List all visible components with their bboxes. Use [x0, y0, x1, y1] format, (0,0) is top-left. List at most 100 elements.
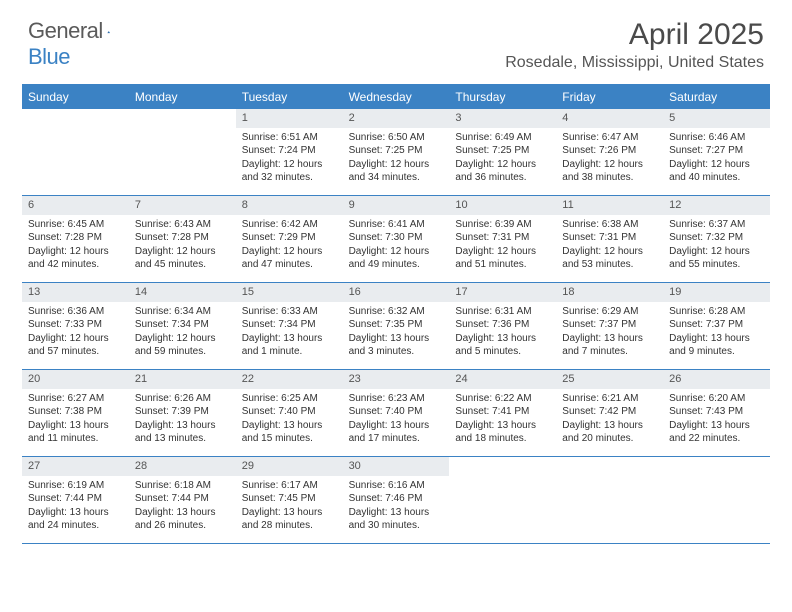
day-cell: 17Sunrise: 6:31 AMSunset: 7:36 PMDayligh… [449, 283, 556, 369]
sunrise-text: Sunrise: 6:50 AM [349, 131, 444, 145]
sunset-text: Sunset: 7:34 PM [242, 318, 337, 332]
day-cell: 27Sunrise: 6:19 AMSunset: 7:44 PMDayligh… [22, 457, 129, 543]
day-content: Sunrise: 6:27 AMSunset: 7:38 PMDaylight:… [22, 389, 129, 452]
weekday-header: Saturday [663, 86, 770, 109]
sunrise-text: Sunrise: 6:42 AM [242, 218, 337, 232]
day1-text: Daylight: 12 hours [242, 158, 337, 172]
sunset-text: Sunset: 7:29 PM [242, 231, 337, 245]
day1-text: Daylight: 13 hours [669, 332, 764, 346]
sunset-text: Sunset: 7:31 PM [455, 231, 550, 245]
day-number: 2 [343, 109, 450, 128]
day1-text: Daylight: 13 hours [349, 506, 444, 520]
day-content: Sunrise: 6:51 AMSunset: 7:24 PMDaylight:… [236, 128, 343, 191]
day-content: Sunrise: 6:42 AMSunset: 7:29 PMDaylight:… [236, 215, 343, 278]
sunrise-text: Sunrise: 6:19 AM [28, 479, 123, 493]
day-cell: 12Sunrise: 6:37 AMSunset: 7:32 PMDayligh… [663, 196, 770, 282]
day-cell: 20Sunrise: 6:27 AMSunset: 7:38 PMDayligh… [22, 370, 129, 456]
day-cell: 3Sunrise: 6:49 AMSunset: 7:25 PMDaylight… [449, 109, 556, 195]
day2-text: and 59 minutes. [135, 345, 230, 359]
sunrise-text: Sunrise: 6:41 AM [349, 218, 444, 232]
day2-text: and 17 minutes. [349, 432, 444, 446]
sunrise-text: Sunrise: 6:21 AM [562, 392, 657, 406]
day-cell: 18Sunrise: 6:29 AMSunset: 7:37 PMDayligh… [556, 283, 663, 369]
day2-text: and 24 minutes. [28, 519, 123, 533]
day-content: Sunrise: 6:32 AMSunset: 7:35 PMDaylight:… [343, 302, 450, 365]
day-cell: 13Sunrise: 6:36 AMSunset: 7:33 PMDayligh… [22, 283, 129, 369]
sunset-text: Sunset: 7:42 PM [562, 405, 657, 419]
day1-text: Daylight: 12 hours [28, 245, 123, 259]
sunrise-text: Sunrise: 6:34 AM [135, 305, 230, 319]
day-content: Sunrise: 6:29 AMSunset: 7:37 PMDaylight:… [556, 302, 663, 365]
sunrise-text: Sunrise: 6:20 AM [669, 392, 764, 406]
brand-logo-line2: Blue [28, 44, 70, 70]
sunset-text: Sunset: 7:45 PM [242, 492, 337, 506]
day-cell: 14Sunrise: 6:34 AMSunset: 7:34 PMDayligh… [129, 283, 236, 369]
sunrise-text: Sunrise: 6:32 AM [349, 305, 444, 319]
sunrise-text: Sunrise: 6:36 AM [28, 305, 123, 319]
day2-text: and 7 minutes. [562, 345, 657, 359]
day-content: Sunrise: 6:28 AMSunset: 7:37 PMDaylight:… [663, 302, 770, 365]
day1-text: Daylight: 12 hours [349, 158, 444, 172]
day-number: 14 [129, 283, 236, 302]
day-number: 17 [449, 283, 556, 302]
day-cell: 30Sunrise: 6:16 AMSunset: 7:46 PMDayligh… [343, 457, 450, 543]
day-content: Sunrise: 6:31 AMSunset: 7:36 PMDaylight:… [449, 302, 556, 365]
calendar-body: 1Sunrise: 6:51 AMSunset: 7:24 PMDaylight… [22, 109, 770, 544]
day1-text: Daylight: 12 hours [349, 245, 444, 259]
day-cell: 21Sunrise: 6:26 AMSunset: 7:39 PMDayligh… [129, 370, 236, 456]
day2-text: and 45 minutes. [135, 258, 230, 272]
day1-text: Daylight: 12 hours [135, 245, 230, 259]
day-number: 12 [663, 196, 770, 215]
sunset-text: Sunset: 7:43 PM [669, 405, 764, 419]
day-cell: 29Sunrise: 6:17 AMSunset: 7:45 PMDayligh… [236, 457, 343, 543]
day1-text: Daylight: 13 hours [349, 332, 444, 346]
day-number: 8 [236, 196, 343, 215]
day-cell [556, 457, 663, 543]
sunrise-text: Sunrise: 6:38 AM [562, 218, 657, 232]
day2-text: and 55 minutes. [669, 258, 764, 272]
day-number: 7 [129, 196, 236, 215]
day1-text: Daylight: 13 hours [135, 506, 230, 520]
sunrise-text: Sunrise: 6:31 AM [455, 305, 550, 319]
day-content: Sunrise: 6:39 AMSunset: 7:31 PMDaylight:… [449, 215, 556, 278]
day-cell: 11Sunrise: 6:38 AMSunset: 7:31 PMDayligh… [556, 196, 663, 282]
day-number: 6 [22, 196, 129, 215]
day-content: Sunrise: 6:47 AMSunset: 7:26 PMDaylight:… [556, 128, 663, 191]
day-cell: 10Sunrise: 6:39 AMSunset: 7:31 PMDayligh… [449, 196, 556, 282]
day2-text: and 3 minutes. [349, 345, 444, 359]
page-header: General April 2025 Rosedale, Mississippi… [0, 0, 792, 76]
week-row: 1Sunrise: 6:51 AMSunset: 7:24 PMDaylight… [22, 109, 770, 196]
sunset-text: Sunset: 7:36 PM [455, 318, 550, 332]
day-cell: 5Sunrise: 6:46 AMSunset: 7:27 PMDaylight… [663, 109, 770, 195]
day-number: 13 [22, 283, 129, 302]
day-cell: 9Sunrise: 6:41 AMSunset: 7:30 PMDaylight… [343, 196, 450, 282]
day-number: 30 [343, 457, 450, 476]
day-number: 10 [449, 196, 556, 215]
weekday-header: Monday [129, 86, 236, 109]
sunrise-text: Sunrise: 6:45 AM [28, 218, 123, 232]
sunset-text: Sunset: 7:40 PM [242, 405, 337, 419]
day-cell: 22Sunrise: 6:25 AMSunset: 7:40 PMDayligh… [236, 370, 343, 456]
day-number: 20 [22, 370, 129, 389]
sunrise-text: Sunrise: 6:39 AM [455, 218, 550, 232]
day-number: 11 [556, 196, 663, 215]
sunset-text: Sunset: 7:39 PM [135, 405, 230, 419]
day2-text: and 18 minutes. [455, 432, 550, 446]
day2-text: and 47 minutes. [242, 258, 337, 272]
day1-text: Daylight: 12 hours [669, 158, 764, 172]
day-content: Sunrise: 6:50 AMSunset: 7:25 PMDaylight:… [343, 128, 450, 191]
sunrise-text: Sunrise: 6:18 AM [135, 479, 230, 493]
sunrise-text: Sunrise: 6:17 AM [242, 479, 337, 493]
weekday-header: Friday [556, 86, 663, 109]
day-cell [129, 109, 236, 195]
day1-text: Daylight: 13 hours [455, 419, 550, 433]
day-number: 18 [556, 283, 663, 302]
sunset-text: Sunset: 7:28 PM [135, 231, 230, 245]
sunrise-text: Sunrise: 6:26 AM [135, 392, 230, 406]
brand-logo: General [28, 18, 129, 44]
weekday-header: Tuesday [236, 86, 343, 109]
sunrise-text: Sunrise: 6:37 AM [669, 218, 764, 232]
day1-text: Daylight: 13 hours [455, 332, 550, 346]
day2-text: and 9 minutes. [669, 345, 764, 359]
day-content: Sunrise: 6:46 AMSunset: 7:27 PMDaylight:… [663, 128, 770, 191]
